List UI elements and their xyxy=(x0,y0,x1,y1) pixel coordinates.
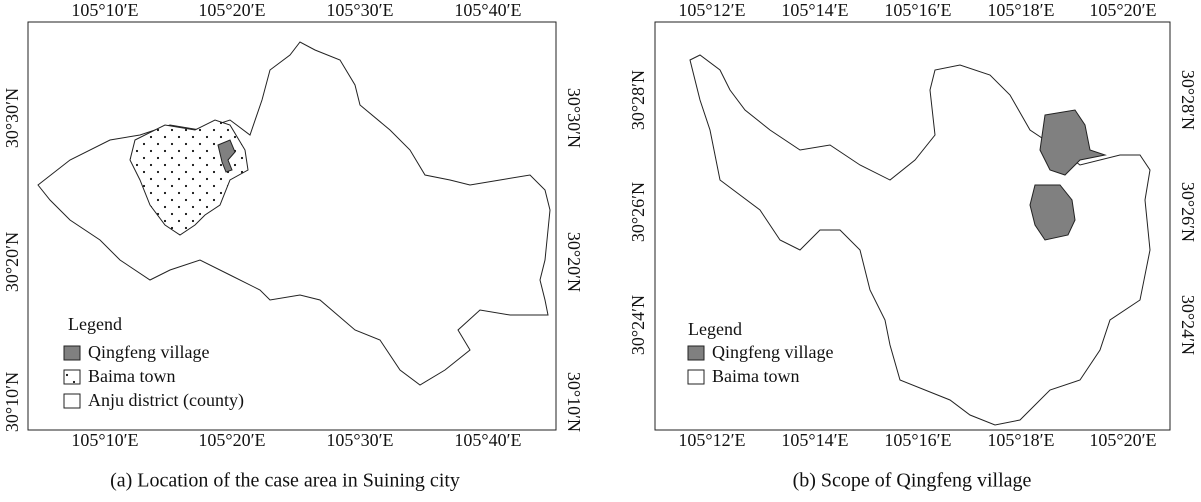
legend-item: Qingfeng village xyxy=(88,342,209,362)
qingfeng-village xyxy=(217,139,236,173)
top-tick-label: 105°20′E xyxy=(1089,0,1156,20)
right-tick-label: 30°24′N xyxy=(1178,295,1198,355)
bottom-tick-label: 105°30′E xyxy=(326,430,393,450)
bottom-tick-label: 105°20′E xyxy=(198,430,265,450)
legend-item: Anju district (county) xyxy=(88,390,244,411)
top-tick-label: 105°12′E xyxy=(678,0,745,20)
left-tick-label: 30°26′N xyxy=(628,182,648,242)
legend-swatch xyxy=(63,393,81,409)
top-tick-label: 105°14′E xyxy=(781,0,848,20)
right-tick-label: 30°28′N xyxy=(1178,70,1198,130)
right-tick-label: 30°30′N xyxy=(564,88,584,148)
top-tick-label: 105°20′E xyxy=(198,0,265,20)
bottom-tick-label: 105°10′E xyxy=(71,430,138,450)
legend-item: Qingfeng village xyxy=(712,342,833,362)
legend-swatch xyxy=(63,345,81,361)
top-tick-label: 105°10′E xyxy=(71,0,138,20)
caption: (b) Scope of Qingfeng village xyxy=(793,470,1032,492)
legend-swatch xyxy=(687,369,705,385)
right-tick-label: 30°20′N xyxy=(564,232,584,292)
bottom-tick-label: 105°18′E xyxy=(987,430,1054,450)
left-tick-label: 30°24′N xyxy=(628,295,648,355)
right-tick-label: 30°10′N xyxy=(564,372,584,432)
legend-title: Legend xyxy=(688,319,742,339)
legend-item: Baima town xyxy=(88,366,176,386)
bottom-tick-label: 105°20′E xyxy=(1089,430,1156,450)
top-tick-label: 105°30′E xyxy=(326,0,393,20)
left-tick-label: 30°28′N xyxy=(628,70,648,130)
legend-item: Baima town xyxy=(712,366,800,386)
map-frame xyxy=(27,21,557,431)
right-tick-label: 30°26′N xyxy=(1178,182,1198,242)
legend-swatch xyxy=(687,345,705,361)
bottom-tick-label: 105°14′E xyxy=(781,430,848,450)
top-tick-label: 105°40′E xyxy=(454,0,521,20)
legend-swatch xyxy=(63,369,81,385)
qingfeng-village xyxy=(1029,109,1107,241)
top-tick-label: 105°16′E xyxy=(884,0,951,20)
top-tick-label: 105°18′E xyxy=(987,0,1054,20)
left-tick-label: 30°20′N xyxy=(2,232,22,292)
baima-town xyxy=(689,54,1151,426)
bottom-tick-label: 105°12′E xyxy=(678,430,745,450)
bottom-tick-label: 105°16′E xyxy=(884,430,951,450)
map-frame xyxy=(654,21,1171,431)
caption: (a) Location of the case area in Suining… xyxy=(110,470,460,492)
bottom-tick-label: 105°40′E xyxy=(454,430,521,450)
left-tick-label: 30°10′N xyxy=(2,372,22,432)
left-tick-label: 30°30′N xyxy=(2,88,22,148)
legend-title: Legend xyxy=(68,314,122,334)
